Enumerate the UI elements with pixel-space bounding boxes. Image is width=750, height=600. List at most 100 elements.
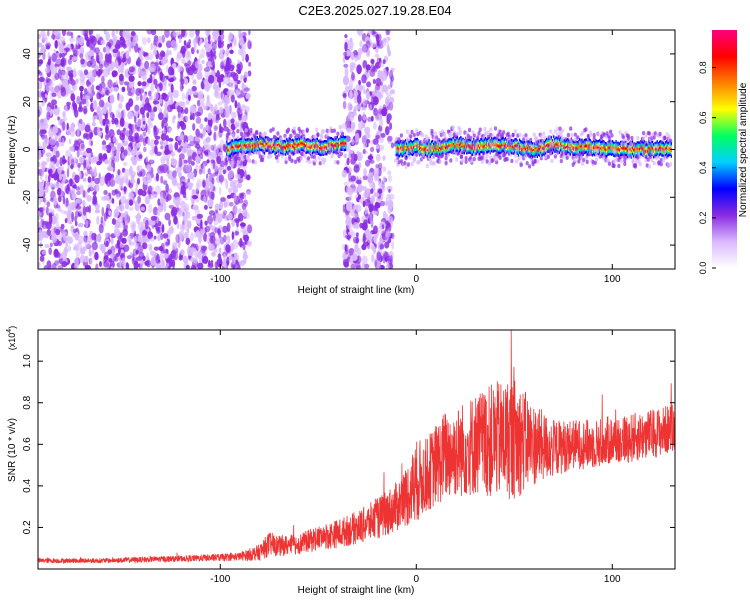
spectrogram-cell [226,235,230,241]
spectrogram-cell [263,131,267,136]
spectrogram-cell [489,127,493,132]
spectrogram-cell [212,159,216,170]
spectrogram-cell [71,56,78,61]
spectrogram-cell [97,72,101,78]
spectrogram-cell [410,161,414,167]
spectrogram-cell [38,71,43,76]
spectrogram-ridge-cell [413,146,415,149]
spectrogram-cell [385,230,391,238]
spectrogram-ridge-cell [252,144,254,147]
spectrogram-cell [318,161,322,166]
spectrogram-cell [212,61,215,71]
spectrogram-cell [49,137,56,146]
spectrogram-cell [193,107,197,113]
spectrogram-cell [77,235,84,244]
spectrogram-cell [178,157,183,168]
spectrogram-cell [347,102,353,111]
spectrogram-cell [118,93,124,103]
spectrogram-cell [54,104,58,109]
spectrogram-cell [98,69,104,74]
spectrogram-cell [206,94,210,103]
spectrogram-cell [187,151,191,157]
spectrogram-cell [375,78,382,87]
spectrogram-cell [127,91,133,97]
spectrogram-cell [125,50,130,60]
spectrogram-cell [40,197,44,203]
spectrogram-ridge-cell [443,145,445,148]
spectrogram-cell [378,144,385,151]
spectrogram-cell [351,72,355,81]
spectrogram-cell [180,122,187,131]
spectrogram-cell [204,225,211,233]
spectrogram-cell [433,131,438,136]
spectrogram-cell [336,131,340,136]
spectrogram-cell [47,30,50,37]
spectrogram-cell [92,191,97,196]
spectrogram-cell [292,126,296,131]
spectrogram-cell [187,93,191,102]
spectrogram-cell [178,254,183,261]
spectrogram-cell [200,101,205,108]
spectrogram-cell [202,180,206,188]
spectrogram-cell [108,264,111,269]
spectrogram-cell [235,173,241,180]
spectrogram-ridge-cell [340,142,342,145]
spectrogram-cell [236,129,240,134]
spectrogram-cell [198,54,203,60]
spectrogram-cell [576,135,580,140]
spectrogram-cell [549,129,553,134]
spectrogram-cell [235,259,238,264]
spectrogram-cell [219,47,224,55]
spectrogram-cell [177,111,181,118]
spectrogram-cell [355,232,359,237]
spectrogram-cell [408,155,412,160]
spectrogram-cell [226,90,231,95]
spectrogram-cell [493,126,498,131]
spectrogram-cell [361,255,368,266]
spectrogram-cell [376,262,381,269]
spectrogram-cell [231,219,236,227]
spectrogram-cell [384,106,389,111]
spectrogram-cell [51,99,57,106]
spectrogram-cell [227,165,231,171]
spectrogram-ridge-cell [564,146,567,149]
spectrogram-cell [214,203,221,211]
spectrogram-cell [71,211,75,222]
spectrogram-cell [370,220,374,226]
spectrogram-cell [183,40,187,46]
spectrogram-cell [75,205,82,210]
spectrogram-cell [168,66,174,76]
spectrogram-cell [235,121,238,129]
spectrogram-cell [204,43,212,53]
spectrogram-cell [203,195,207,204]
spectrogram-cell [44,138,50,147]
spectrogram-cell [66,66,72,71]
spectrogram-cell [59,36,66,45]
spectrogram-cell [181,58,186,64]
spectrogram-cell [67,58,72,65]
spectrogram-cell [141,99,145,107]
spectrogram-cell [223,126,229,132]
spectrogram-cell [83,159,87,169]
spectrogram-cell [76,148,80,158]
spectrogram-ridge-cell [419,147,421,150]
spectrogram-cell [41,99,45,107]
spectrogram-ridge-cell [442,145,444,148]
spectrogram-cell [159,71,164,81]
spectrogram-cell [160,145,164,150]
spectrogram-cell [158,35,162,43]
spectrogram-cell [194,136,200,142]
spectrogram-cell [128,66,135,73]
spectrogram-cell [315,127,319,132]
spectrogram-cell [76,96,81,105]
spectrogram-cell [89,38,95,43]
spectrogram-cell [382,155,386,161]
spectrogram-cell [188,171,195,180]
spectrogram-cell [172,31,177,37]
spectrogram-cell [145,155,149,163]
spectrogram-cell [425,163,429,169]
spectrogram-cell [61,261,68,268]
spectrogram-cell [82,200,86,208]
spectrogram-cell [115,30,119,35]
spectrogram-cell [146,164,152,172]
